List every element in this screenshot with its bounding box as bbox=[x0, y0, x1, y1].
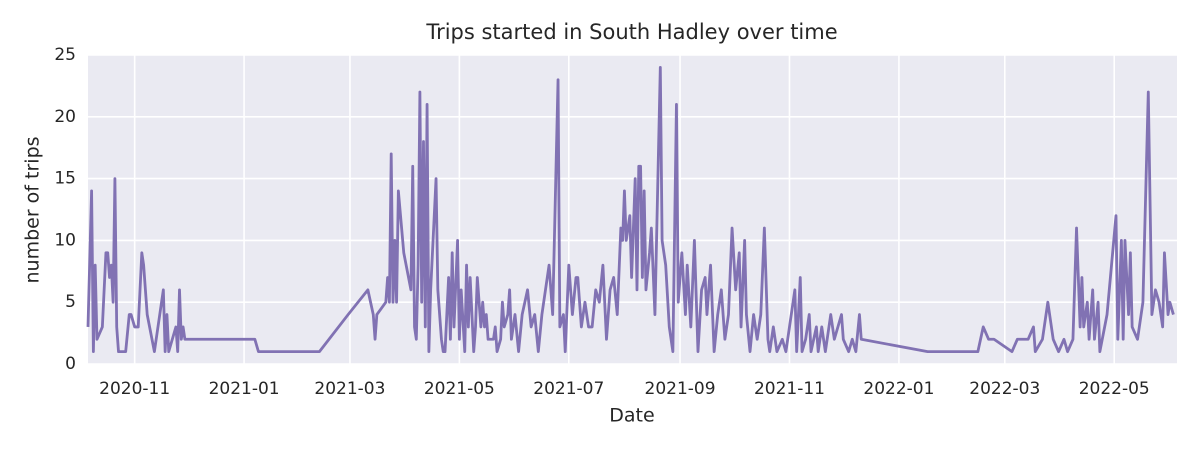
x-tick-label: 2021-01 bbox=[209, 379, 280, 399]
x-tick-label: 2022-05 bbox=[1079, 379, 1150, 399]
x-tick-label: 2021-07 bbox=[533, 379, 604, 399]
x-tick-label: 2021-11 bbox=[754, 379, 825, 399]
y-tick-label: 0 bbox=[65, 354, 76, 374]
x-axis-label: Date bbox=[609, 405, 654, 427]
y-tick-label: 10 bbox=[54, 230, 76, 250]
y-tick-label: 15 bbox=[54, 169, 76, 189]
x-tick-label: 2021-03 bbox=[314, 379, 385, 399]
plot-area bbox=[88, 55, 1177, 364]
grid bbox=[88, 54, 1177, 365]
chart-title: Trips started in South Hadley over time bbox=[425, 20, 837, 44]
x-tick-label: 2022-03 bbox=[969, 379, 1040, 399]
x-tick-label: 2021-05 bbox=[424, 379, 495, 399]
x-tick-label: 2020-11 bbox=[99, 379, 170, 399]
y-tick-label: 5 bbox=[65, 292, 76, 312]
y-axis-label: number of trips bbox=[22, 136, 44, 283]
marks bbox=[86, 65, 1175, 354]
y-tick-label: 25 bbox=[54, 45, 76, 65]
x-tick-label: 2021-09 bbox=[645, 379, 716, 399]
y-tick-label: 20 bbox=[54, 107, 76, 127]
x-tick-label: 2022-01 bbox=[863, 379, 934, 399]
data-line bbox=[86, 65, 1175, 354]
